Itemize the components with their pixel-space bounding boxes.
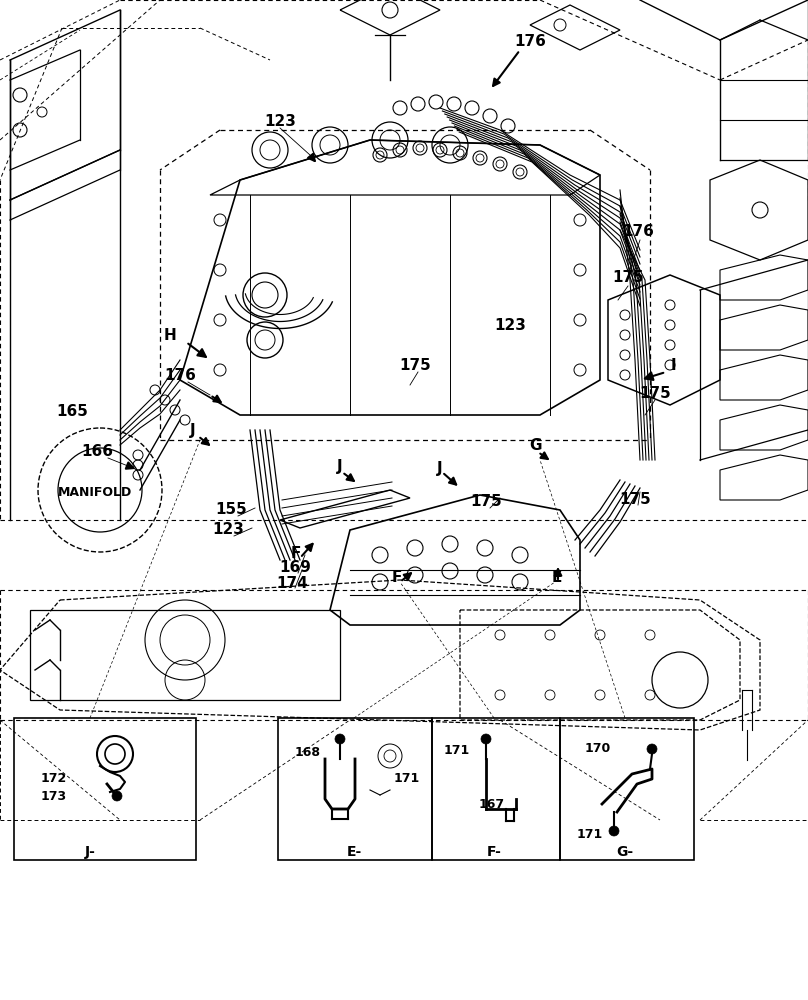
Bar [432,718,560,860]
Circle shape [112,791,122,801]
Text: 167: 167 [479,798,505,810]
Circle shape [647,744,657,754]
Text: 175: 175 [639,386,671,401]
Text: 123: 123 [264,114,296,129]
Text: H: H [164,328,176,344]
Text: 175: 175 [619,492,651,508]
Text: 175: 175 [470,494,502,510]
Text: E: E [552,570,562,585]
Text: 155: 155 [215,502,247,518]
Text: I: I [670,359,675,373]
Text: J-: J- [85,845,95,859]
Text: J: J [337,458,343,474]
Text: F-: F- [486,845,502,859]
Text: G: G [530,438,542,454]
Text: 170: 170 [585,742,611,754]
Text: 171: 171 [393,772,420,786]
Text: 168: 168 [295,746,321,760]
Text: 176: 176 [622,225,654,239]
Circle shape [481,734,491,744]
Text: 176: 176 [514,34,546,49]
Text: 176: 176 [164,368,196,383]
Text: 173: 173 [41,790,67,802]
Text: F: F [291,546,301,562]
Text: E-: E- [347,845,362,859]
Circle shape [609,826,619,836]
Text: F: F [392,570,402,585]
Text: 175: 175 [399,359,431,373]
Text: J: J [190,422,196,438]
Text: 171: 171 [577,828,603,840]
Text: 175: 175 [612,270,644,286]
Text: 123: 123 [494,318,526,334]
Text: 172: 172 [41,772,67,786]
Bar [278,718,432,860]
Text: 166: 166 [81,444,113,460]
Text: 123: 123 [212,522,244,538]
Text: G-: G- [617,845,633,859]
Text: 174: 174 [276,576,308,591]
Text: 171: 171 [444,744,470,756]
Text: 169: 169 [279,560,311,576]
Text: MANIFOLD: MANIFOLD [58,486,133,498]
Text: 165: 165 [56,404,88,420]
Text: J: J [437,460,443,476]
Circle shape [335,734,345,744]
Bar [14,718,196,860]
Bar [560,718,694,860]
